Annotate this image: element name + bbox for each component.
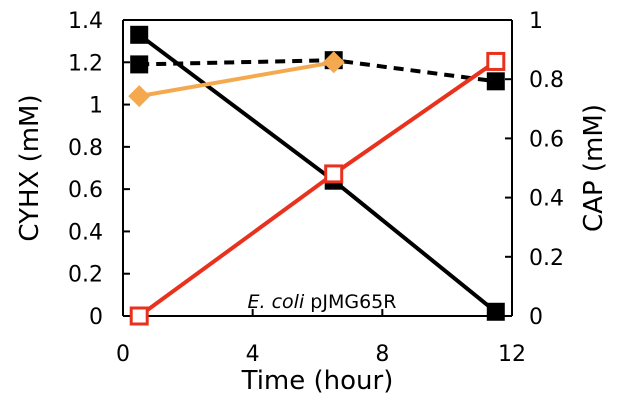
chart-labels: Time (hour) CYHX (mM) CAP (mM) E. coli p…	[15, 94, 609, 396]
series-4-point	[129, 306, 149, 326]
y-tick-label-left: 0.2	[68, 263, 103, 288]
annotation-plasmid: pJMG65R	[304, 291, 396, 313]
y-tick-label-left: 1.2	[68, 51, 103, 76]
y-tick-label-left: 1	[89, 94, 103, 119]
y-tick-label-right: 0	[529, 305, 543, 330]
y-axis-title-right: CAP (mM)	[579, 104, 609, 232]
series-2-point	[486, 72, 505, 91]
x-tick-label: 4	[246, 342, 260, 367]
x-axis-title: Time (hour)	[241, 366, 394, 396]
y-tick-label-right: 1	[529, 9, 543, 34]
y-tick-label-right: 0.6	[529, 127, 564, 152]
series-3-line	[138, 60, 335, 99]
series-4-point	[324, 164, 344, 184]
series-4-line	[138, 59, 497, 318]
strain-annotation: E. coli pJMG65R	[248, 291, 397, 313]
y-tick-label-left: 0.6	[68, 178, 103, 203]
x-tick-label: 0	[116, 342, 130, 367]
y-tick-label-left: 0	[89, 305, 103, 330]
series-3-point	[322, 51, 345, 74]
y-tick-label-left: 0.8	[68, 136, 103, 161]
chart-axes: 0 0.2 0.4 0.6 0.8 1 1.2 1.4 0 0.2 0.4 0.6 0.8 1 0 4 8 12	[68, 9, 564, 367]
y-tick-label-left: 1.4	[68, 9, 103, 34]
series-1-line	[138, 33, 498, 314]
y-tick-label-right: 0.2	[529, 246, 564, 271]
x-tick-label: 8	[375, 342, 389, 367]
y-tick-label-left: 0.4	[68, 220, 103, 245]
x-tick-label: 12	[498, 342, 526, 367]
series-4-point	[486, 51, 506, 71]
series-2-point	[130, 55, 149, 74]
chart-series	[128, 25, 506, 326]
series-1-point	[486, 302, 505, 321]
annotation-species: E. coli	[248, 291, 305, 313]
y-axis-title-left: CYHX (mM)	[15, 94, 45, 241]
y-tick-label-right: 0.4	[529, 187, 564, 212]
series-3-point	[128, 85, 151, 108]
series-1-point	[130, 25, 149, 44]
y-tick-label-right: 0.8	[529, 68, 564, 93]
